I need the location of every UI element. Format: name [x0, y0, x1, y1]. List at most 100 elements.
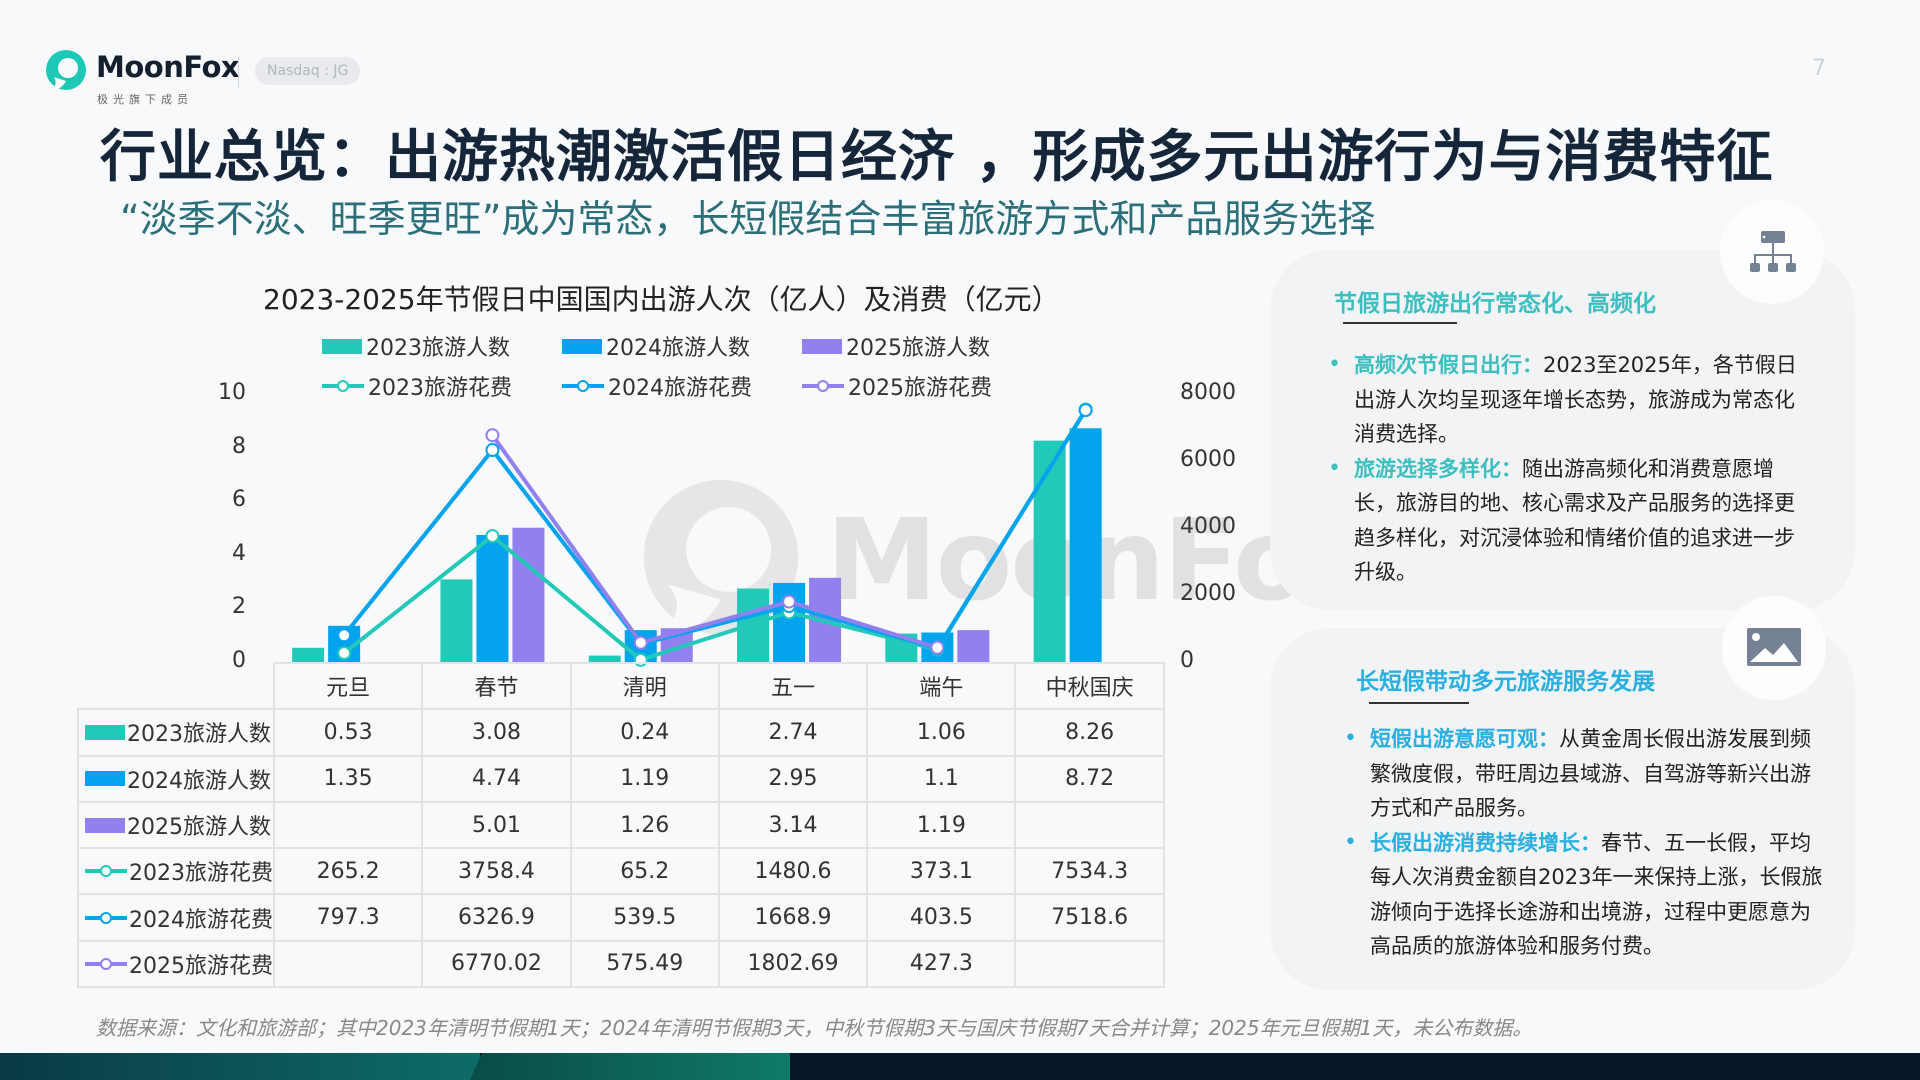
line-marker: [337, 646, 352, 661]
table-cell: 2.95: [717, 754, 869, 803]
bar: [957, 630, 990, 662]
bar: [1069, 428, 1102, 662]
page-title: 行业总览：出游热潮激活假日经济 ，形成多元出游行为与消费特征: [100, 125, 1774, 190]
right-axis-tick: 8000: [1180, 380, 1236, 405]
table-cell: 1668.9: [717, 893, 869, 942]
table-cell: 4.74: [421, 754, 572, 803]
bar: [1033, 440, 1066, 662]
header-divider: [238, 56, 239, 88]
legend-item: 2024旅游花费: [562, 370, 752, 402]
line-marker-icon: [85, 957, 127, 970]
table-cell: 1.19: [569, 754, 720, 803]
bullet-key: 高频次节假日出行：: [1354, 353, 1543, 377]
legend-item: 2025旅游花费: [802, 370, 992, 402]
panel-heading: 节假日旅游出行常态化、高频化: [1334, 291, 1656, 317]
hierarchy-icon-badge: [1720, 200, 1824, 304]
table-cell: 403.5: [866, 893, 1017, 942]
row-label: 2024旅游人数: [127, 768, 271, 794]
bullet-text: 从黄金周长假出游发展到频繁微度假，带旺周边县域游、自驾游等新兴出游方式和产品服务…: [1370, 727, 1811, 820]
line-series: [490, 434, 938, 650]
bar: [292, 647, 325, 662]
data-source-note: 数据来源：文化和旅游部；其中2023年清明节假期1天；2024年清明节假期3天，…: [96, 1016, 1533, 1040]
table-cell: 1.35: [272, 754, 424, 803]
legend-item: 2024旅游人数: [562, 330, 750, 362]
table-cell: 1.26: [569, 800, 720, 850]
line-marker: [485, 443, 500, 458]
page-subtitle: “淡季不淡、旺季更旺”成为常态，长短假结合丰富旅游方式和产品服务选择: [120, 197, 1376, 241]
bullet-item: • 旅游选择多样化：随出游高频化和消费意愿增长，旅游目的地、核心需求及产品服务的…: [1328, 452, 1814, 590]
table-cell: 3.14: [717, 800, 869, 850]
line-marker: [1078, 403, 1093, 418]
bottom-bar: [0, 1053, 1920, 1080]
left-axis-tick: 10: [218, 380, 246, 405]
bar: [440, 579, 473, 662]
legend-label: 2024旅游花费: [608, 376, 752, 401]
table-cell: 0.53: [272, 708, 424, 757]
table-cell: 1.19: [866, 800, 1017, 850]
hierarchy-icon: [1750, 231, 1796, 272]
left-axis-tick: 4: [232, 541, 246, 566]
bar-swatch: [85, 817, 125, 833]
bullet-dot-icon: •: [1344, 726, 1357, 751]
bottom-bar-accent: [0, 1053, 480, 1080]
bullet-item: • 高频次节假日出行：2023至2025年，各节假日出游人次均呈现逐年增长态势，…: [1328, 348, 1814, 452]
bottom-bar-accent: [470, 1053, 790, 1080]
table-cell: 7518.6: [1014, 893, 1165, 942]
table-cell: 427.3: [866, 939, 1017, 989]
table-cell: 1.06: [866, 708, 1017, 757]
table-column-header: 端午: [866, 661, 1017, 711]
heading-underline: [1343, 322, 1457, 324]
legend-item: 2023旅游花费: [322, 370, 512, 402]
table-row: 2025旅游人数 5.01 1.26 3.14 1.19: [77, 800, 1165, 850]
line-marker: [930, 640, 945, 655]
row-label: 2025旅游人数: [127, 815, 271, 841]
row-label: 2024旅游花费: [129, 907, 273, 933]
bullet-dot-icon: •: [1328, 455, 1341, 481]
table-cell: 1802.69: [717, 939, 869, 989]
table-cell: 6326.9: [421, 893, 572, 942]
table-cell: 797.3: [272, 893, 424, 942]
right-axis-tick: 2000: [1180, 581, 1236, 606]
table-cell: 265.2: [272, 847, 424, 896]
heading-underline: [1369, 702, 1469, 704]
table-cell: 2.74: [717, 708, 869, 757]
left-axis-tick: 6: [232, 487, 246, 512]
table-cell: 373.1: [866, 847, 1017, 896]
legend-item: 2023旅游人数: [322, 330, 510, 362]
table-cell: 3.08: [421, 708, 572, 757]
line-marker: [633, 635, 648, 650]
chart-data-table: 元旦 春节 清明 五一 端午 中秋国庆 2023旅游人数 0.53 3.08 0…: [77, 661, 1165, 989]
legend-label: 2024旅游人数: [606, 336, 750, 361]
table-corner: [78, 663, 275, 711]
table-row-header: 2024旅游花费: [77, 893, 275, 942]
chart-title: 2023-2025年节假日中国国内出游人次（亿人）及消费（亿元）: [263, 283, 1060, 316]
right-axis-tick: 6000: [1180, 447, 1236, 472]
ticker-badge: Nasdaq : JG: [255, 57, 361, 85]
bar-swatch: [85, 724, 125, 740]
table-row-header: 2024旅游人数: [77, 754, 275, 803]
table-cell: 8.26: [1014, 708, 1165, 757]
brand-name: MoonFox: [96, 50, 240, 84]
table-row-header: 2025旅游人数: [77, 800, 275, 850]
table-cell: 3758.4: [421, 847, 572, 896]
bar: [588, 655, 621, 662]
row-label: 2023旅游花费: [129, 861, 273, 887]
bullet-key: 长假出游消费持续增长：: [1370, 830, 1601, 855]
legend-label: 2023旅游花费: [368, 376, 512, 401]
bullet-item: • 长假出游消费持续增长：春节、五一长假，平均每人次消费金额自2023年一来保持…: [1344, 826, 1830, 964]
image-icon-badge: [1722, 596, 1826, 700]
table-column-header: 中秋国庆: [1014, 661, 1165, 711]
bar: [476, 534, 509, 662]
table-cell: 7534.3: [1014, 847, 1165, 896]
legend-label: 2025旅游花费: [848, 376, 992, 401]
brand-subtitle: 极光旗下成员: [97, 93, 193, 106]
table-cell: 1.1: [866, 754, 1017, 803]
line-marker: [485, 529, 500, 544]
line-marker-icon: [85, 911, 127, 924]
table-row-header: 2023旅游人数: [77, 708, 275, 757]
bar-swatch: [85, 771, 125, 787]
legend-bar-swatch: [322, 338, 362, 354]
legend-label: 2023旅游人数: [366, 336, 510, 361]
line-marker: [337, 628, 352, 643]
